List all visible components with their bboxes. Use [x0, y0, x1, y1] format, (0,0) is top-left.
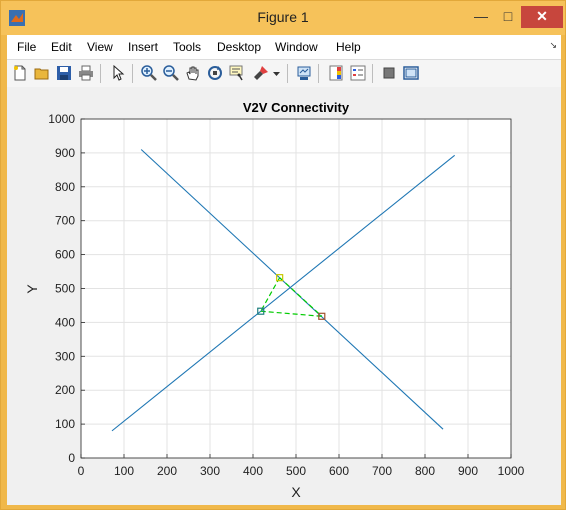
print-icon[interactable]: [78, 65, 94, 81]
menu-dock-arrow-icon[interactable]: ↘: [549, 40, 557, 50]
x-tick-label: 300: [200, 464, 220, 478]
menu-bar: File Edit View Insert Tools Desktop Wind…: [7, 35, 561, 59]
vehicle-marker-1: [276, 274, 284, 282]
x-tick-label: 800: [415, 464, 435, 478]
x-tick-label: 1000: [498, 464, 525, 478]
zoom-out-icon[interactable]: [163, 65, 179, 81]
toolbar-separator: [318, 64, 319, 83]
menu-window[interactable]: Window: [275, 40, 318, 54]
link-line-2: [279, 277, 323, 317]
data-cursor-icon[interactable]: [229, 65, 245, 81]
save-icon[interactable]: [56, 65, 72, 81]
connection-links: [260, 277, 323, 317]
x-tick-label: 100: [114, 464, 134, 478]
menu-insert[interactable]: Insert: [128, 40, 159, 54]
new-figure-icon[interactable]: [12, 65, 28, 81]
minimize-button[interactable]: —: [474, 8, 488, 24]
toolbar-separator: [100, 64, 101, 83]
y-tick-label: 700: [55, 214, 75, 228]
menu-edit[interactable]: Edit: [51, 40, 72, 54]
hide-plot-tools-icon[interactable]: [381, 65, 397, 81]
vehicle-marker-2: [257, 307, 265, 315]
vehicle-markers: [257, 274, 326, 320]
maximize-button[interactable]: □: [503, 8, 513, 24]
y-tick-label: 500: [55, 282, 75, 296]
insert-colorbar-icon[interactable]: [328, 65, 344, 81]
x-tick-label: 0: [78, 464, 85, 478]
window-title: Figure 1: [257, 9, 309, 25]
title-bar[interactable]: Figure 1 — □ ✕: [1, 1, 565, 35]
x-tick-label: 600: [329, 464, 349, 478]
x-tick-label: 200: [157, 464, 177, 478]
y-tick-label: 1000: [48, 112, 75, 126]
open-file-icon[interactable]: [34, 65, 50, 81]
x-tick-label: 500: [286, 464, 306, 478]
x-tick-labels: 0 100 200 300 400 500 600 700 800 900 1000: [78, 464, 525, 478]
x-axis-label: X: [291, 484, 301, 500]
axes-box: [80, 118, 512, 459]
y-tick-label: 200: [55, 383, 75, 397]
insert-legend-icon[interactable]: [350, 65, 366, 81]
show-plot-tools-icon[interactable]: [403, 65, 419, 81]
y-tick-label: 900: [55, 146, 75, 160]
link-line-3: [260, 310, 322, 317]
chart-title: V2V Connectivity: [243, 100, 350, 115]
y-tick-label: 400: [55, 315, 75, 329]
matlab-logo-icon: [9, 10, 25, 26]
y-tick-label: 300: [55, 349, 75, 363]
rotate-3d-icon[interactable]: [207, 65, 223, 81]
zoom-in-icon[interactable]: [141, 65, 157, 81]
toolbar-separator: [132, 64, 133, 83]
toolbar-separator: [372, 64, 373, 83]
figure-toolbar: [7, 59, 561, 88]
close-button[interactable]: ✕: [521, 6, 563, 28]
menu-tools[interactable]: Tools: [173, 40, 202, 54]
menu-view[interactable]: View: [87, 40, 113, 54]
road-line-2: [111, 154, 456, 432]
pan-hand-icon[interactable]: [185, 65, 201, 81]
menu-help[interactable]: Help: [336, 40, 361, 54]
edit-plot-arrow-icon[interactable]: [110, 65, 126, 81]
brush-icon[interactable]: [253, 65, 269, 81]
x-tick-label: 700: [372, 464, 392, 478]
y-tick-label: 0: [68, 451, 75, 465]
link-plot-icon[interactable]: [296, 65, 312, 81]
vehicle-marker-3: [318, 312, 326, 320]
link-line-1: [260, 277, 281, 312]
menu-desktop[interactable]: Desktop: [217, 40, 262, 54]
toolbar-separator: [287, 64, 288, 83]
y-axis-label: Y: [24, 284, 40, 294]
y-tick-label: 600: [55, 248, 75, 262]
menu-file[interactable]: File: [17, 40, 37, 54]
y-tick-label: 100: [55, 417, 75, 431]
x-tick-label: 400: [243, 464, 263, 478]
figure-canvas: 0 100 200 300 400 500 600 700 800 900 1000 0 100 200…: [7, 87, 561, 505]
y-tick-label: 800: [55, 180, 75, 194]
x-tick-label: 900: [458, 464, 478, 478]
v2v-connectivity-plot[interactable]: 0 100 200 300 400 500 600 700 800 900 1000 0 100 200…: [7, 87, 561, 505]
brush-dropdown-icon[interactable]: [272, 65, 281, 81]
y-tick-labels: 0 100 200 300 400 500 600 700 800 900 1000: [48, 112, 75, 465]
